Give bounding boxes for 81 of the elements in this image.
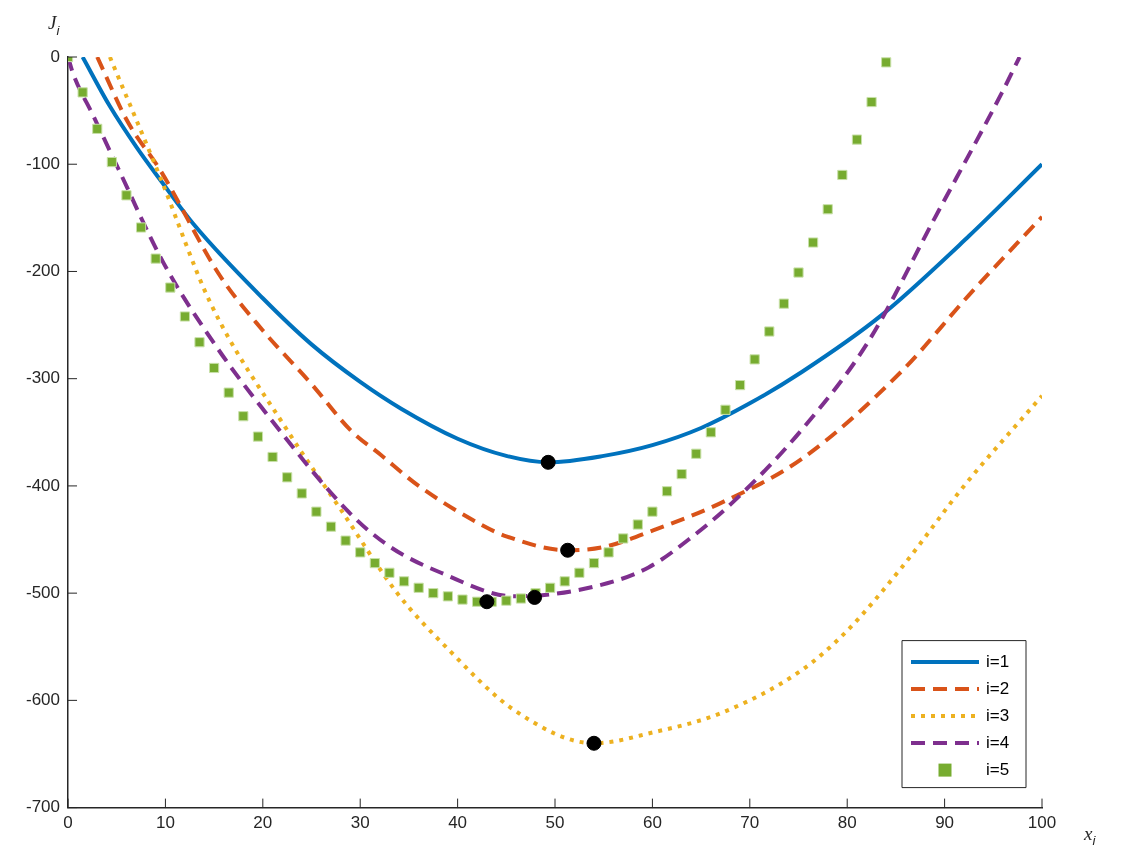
x-tick-label: 70 — [740, 813, 760, 833]
point — [194, 337, 205, 348]
point — [135, 222, 147, 233]
point — [632, 519, 643, 530]
point — [808, 237, 819, 248]
point — [749, 354, 760, 365]
point — [560, 542, 576, 558]
point — [106, 156, 117, 168]
x-tick-label: 30 — [350, 813, 370, 833]
point — [822, 204, 833, 215]
y-tick-label: -700 — [25, 797, 61, 817]
x-tick-label: 20 — [253, 813, 273, 833]
point — [764, 326, 775, 337]
point — [851, 134, 863, 145]
point — [586, 735, 602, 751]
point — [384, 567, 395, 578]
y-tick-label: -300 — [25, 368, 61, 388]
point — [355, 547, 366, 558]
y-tick-label: -400 — [25, 475, 61, 495]
x-tick-label: 100 — [1027, 813, 1057, 833]
point — [501, 595, 512, 606]
point — [238, 411, 249, 422]
point — [179, 311, 190, 322]
point — [515, 593, 527, 604]
point — [442, 591, 453, 602]
point — [413, 582, 424, 593]
point — [267, 451, 278, 463]
point — [705, 427, 716, 438]
point — [559, 576, 570, 587]
point — [540, 454, 556, 470]
x-tick-label: 90 — [935, 813, 955, 833]
x-tick-label: 60 — [642, 813, 662, 833]
point — [837, 169, 848, 181]
x-tick-label: 40 — [448, 813, 468, 833]
y-tick-label: -600 — [25, 690, 61, 710]
point — [150, 253, 161, 264]
point — [92, 123, 103, 134]
point — [647, 506, 658, 517]
point — [369, 558, 380, 569]
point — [603, 547, 614, 558]
point — [77, 87, 88, 98]
y-tick-label: 0 — [50, 46, 61, 66]
point — [325, 521, 337, 532]
point — [618, 533, 629, 544]
point — [574, 567, 585, 578]
point — [527, 589, 543, 605]
point — [479, 594, 495, 610]
x-tick-label: 10 — [155, 813, 175, 833]
point — [676, 469, 687, 480]
y-tick-label: -500 — [25, 582, 61, 602]
x-tick-label: 80 — [837, 813, 857, 833]
point — [793, 267, 804, 278]
point — [340, 535, 351, 546]
point — [165, 282, 176, 293]
point — [398, 576, 410, 587]
point — [311, 506, 322, 517]
point — [661, 486, 673, 497]
x-tick-label: 50 — [545, 813, 565, 833]
point — [252, 431, 264, 442]
legend-label: i=4 — [986, 732, 1010, 752]
legend-label: i=5 — [986, 759, 1010, 779]
y-tick-label: -100 — [25, 153, 61, 173]
point — [881, 57, 892, 68]
point — [778, 298, 789, 309]
point — [428, 588, 439, 599]
point — [457, 594, 468, 605]
point — [588, 558, 600, 569]
point — [296, 488, 307, 499]
point — [282, 472, 293, 483]
legend-label: i=3 — [986, 705, 1010, 725]
y-tick-label: -200 — [25, 261, 61, 281]
point — [691, 448, 702, 459]
point — [720, 404, 731, 415]
point — [866, 96, 877, 108]
legend-label: i=1 — [986, 651, 1010, 671]
legend-label: i=2 — [986, 678, 1010, 698]
point — [121, 190, 132, 201]
point — [223, 387, 234, 398]
point — [209, 362, 220, 374]
point — [734, 380, 746, 391]
point — [545, 582, 556, 593]
